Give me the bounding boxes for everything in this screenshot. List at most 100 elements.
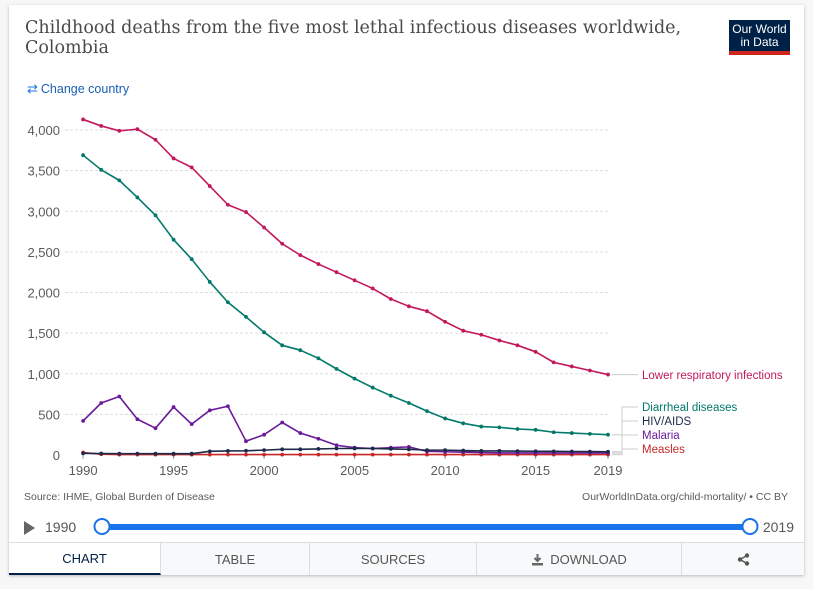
legend-connector (612, 420, 638, 453)
tab-sources[interactable]: SOURCES (310, 543, 477, 575)
data-point (352, 446, 357, 451)
x-tick-label: 2005 (340, 463, 369, 478)
timeline-track[interactable] (93, 518, 759, 535)
data-point (262, 432, 266, 437)
data-point (226, 202, 230, 207)
source-url-link[interactable]: OurWorldInData.org/child-mortality/ • CC… (582, 491, 788, 503)
legend-label: Lower respiratory infections (642, 370, 783, 382)
play-icon[interactable] (24, 521, 35, 535)
x-tick-label: 2000 (250, 463, 279, 478)
data-point (388, 452, 393, 457)
data-point (117, 128, 122, 133)
data-point (606, 449, 610, 454)
x-axis-ticks: 1990 1995 2000 2005 2010 2015 2019 (69, 455, 622, 478)
data-point (316, 262, 321, 266)
data-point (334, 446, 339, 451)
logo-line-1: Our World (732, 22, 787, 36)
timeline-track-fill (102, 524, 750, 530)
line-chart: 05001,0001,5002,0002,5003,0003,5004,000 … (27, 117, 783, 478)
data-point (298, 431, 303, 435)
data-point (370, 286, 375, 291)
series-hiv (81, 446, 610, 456)
timeline-end-handle[interactable] (741, 518, 759, 535)
data-point (117, 178, 122, 183)
change-country-button[interactable]: ⇄ Change country (27, 81, 129, 97)
timeline-start-handle[interactable] (93, 518, 111, 535)
data-point (461, 328, 466, 333)
y-tick-label: 1,000 (27, 367, 60, 382)
data-point (352, 376, 357, 381)
timeline-start-year: 1990 (45, 519, 77, 535)
data-point (569, 431, 574, 435)
y-tick-label: 500 (38, 407, 60, 422)
data-point (99, 401, 104, 405)
chart-card: Childhood deaths from the five most leth… (9, 5, 804, 575)
owid-logo[interactable]: Our World in Data (729, 20, 790, 55)
data-point (81, 153, 85, 158)
data-point (171, 405, 176, 409)
data-point (280, 343, 285, 348)
data-point (153, 426, 158, 431)
series-line (83, 447, 609, 455)
data-point (533, 349, 538, 354)
data-point (370, 446, 375, 451)
tab-chart-label: CHART (62, 550, 107, 566)
data-point (262, 448, 266, 453)
data-point (117, 394, 122, 399)
series-line (82, 395, 608, 454)
tab-download[interactable]: DOWNLOAD (477, 543, 682, 575)
data-point (370, 385, 375, 390)
y-tick-label: 3,000 (27, 204, 60, 219)
y-tick-label: 2,000 (27, 286, 60, 301)
data-point (425, 409, 429, 414)
data-point (443, 319, 447, 324)
data-point (606, 372, 610, 377)
data-point (262, 330, 266, 335)
legend: Lower respiratory infections Diarrheal di… (612, 370, 783, 456)
data-point (334, 452, 339, 457)
y-tick-label: 1,500 (27, 326, 60, 341)
share-icon (737, 552, 749, 566)
data-point (515, 343, 520, 348)
tab-download-label: DOWNLOAD (550, 551, 627, 567)
download-icon (532, 553, 544, 565)
data-point (569, 449, 574, 454)
data-point (244, 448, 248, 453)
logo-underline (729, 51, 790, 55)
grid-lines (65, 129, 608, 415)
data-point (244, 210, 248, 214)
legend-label: HIV/AIDS (642, 416, 692, 428)
tab-table[interactable]: TABLE (161, 543, 310, 575)
data-point (407, 447, 411, 452)
tab-bar: CHART TABLE SOURCES DOWNLOAD (9, 542, 804, 575)
series-line (82, 118, 609, 376)
data-point (497, 449, 502, 453)
x-tick-label: 1990 (69, 463, 98, 478)
data-point (370, 452, 375, 457)
data-point (153, 213, 158, 218)
data-point (551, 360, 556, 365)
data-point (407, 452, 411, 457)
data-point (262, 452, 266, 457)
data-point (280, 447, 285, 452)
tab-chart[interactable]: CHART (9, 543, 161, 575)
data-point (443, 416, 447, 421)
data-point (479, 332, 484, 337)
data-point (99, 451, 104, 456)
data-point (407, 304, 411, 309)
legend-item-lower-respiratory: Lower respiratory infections (612, 370, 783, 382)
data-point (298, 452, 303, 457)
tab-table-label: TABLE (214, 551, 256, 567)
data-point (298, 253, 303, 258)
data-point (117, 451, 122, 456)
change-country-label: Change country (40, 82, 130, 96)
timeline-end-year: 2019 (762, 519, 794, 535)
data-point (280, 452, 285, 457)
data-point (388, 447, 393, 451)
data-point (189, 257, 194, 262)
data-point (226, 452, 230, 457)
data-point (207, 280, 212, 284)
data-point (81, 117, 85, 122)
data-point (588, 368, 592, 373)
tab-share[interactable] (682, 543, 804, 575)
